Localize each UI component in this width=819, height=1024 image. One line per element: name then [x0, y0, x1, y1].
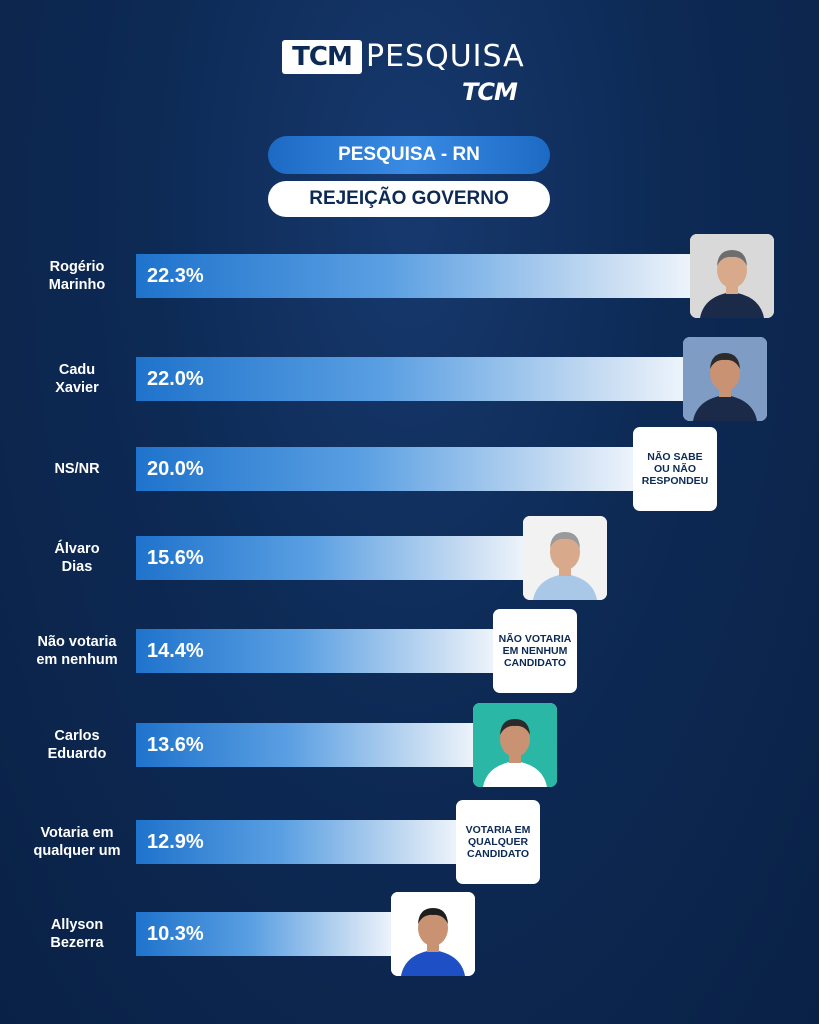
category-description-line: VOTARIA EM: [465, 824, 531, 836]
bar-value-label: 14.4%: [147, 640, 204, 662]
category-description-line: OU NÃO: [653, 463, 696, 475]
category-description-text: NÃO SABE OU NÃO RESPONDEU: [642, 451, 709, 487]
bar: 12.9%: [136, 820, 458, 864]
bar: 10.3%: [136, 912, 393, 956]
survey-region-pill: PESQUISA - RN: [268, 136, 550, 174]
candidate-photo: [690, 234, 774, 318]
chart-title-pill: REJEIÇÃO GOVERNO: [268, 181, 550, 217]
category-label-line: qualquer um: [33, 843, 121, 859]
bar: 22.3%: [136, 254, 692, 298]
category-label-line: Marinho: [48, 277, 106, 293]
category-description-text: NÃO VOTARIA EM NENHUM CANDIDATO: [499, 633, 572, 669]
category-description-card: VOTARIA EM QUALQUER CANDIDATO: [456, 800, 540, 884]
bar-value-label: 12.9%: [147, 831, 204, 853]
category-label-line: Allyson: [50, 917, 104, 933]
category-label-line: Carlos: [54, 728, 100, 744]
bar: 14.4%: [136, 629, 495, 673]
bar-value-label: 20.0%: [147, 458, 204, 480]
category-description-line: NÃO SABE: [647, 451, 703, 463]
person-portrait-icon: [690, 234, 774, 318]
bar-value-label: 10.3%: [147, 923, 204, 945]
tcm-pesquisa-logo: TCM PESQUISA TCM: [282, 38, 552, 108]
logo-pesquisa-text: PESQUISA: [366, 39, 525, 74]
candidate-photo: [683, 337, 767, 421]
logo-tcm-box: TCM: [282, 40, 362, 74]
category-label: Allyson Bezerra: [18, 916, 136, 952]
category-description-card: NÃO VOTARIA EM NENHUM CANDIDATO: [493, 609, 577, 693]
category-label-line: Bezerra: [50, 935, 104, 951]
category-label: Carlos Eduardo: [18, 727, 136, 763]
category-description-line: EM NENHUM: [502, 645, 568, 657]
bar-value-label: 22.3%: [147, 265, 204, 287]
category-label: Votaria em qualquer um: [18, 824, 136, 860]
person-portrait-icon: [523, 516, 607, 600]
category-label-line: em nenhum: [36, 652, 118, 668]
category-label: Cadu Xavier: [18, 361, 136, 397]
person-portrait-icon: [391, 892, 475, 976]
category-description-line: RESPONDEU: [641, 475, 709, 487]
category-label-line: Álvaro: [54, 541, 100, 557]
category-label: Não votaria em nenhum: [18, 633, 136, 669]
category-description-text: VOTARIA EM QUALQUER CANDIDATO: [466, 824, 531, 860]
category-label-line: NS/NR: [54, 461, 100, 477]
category-label: Álvaro Dias: [18, 540, 136, 576]
bar: 13.6%: [136, 723, 475, 767]
category-label: Rogério Marinho: [18, 258, 136, 294]
category-description-line: NÃO VOTARIA: [498, 633, 572, 645]
bar-value-label: 13.6%: [147, 734, 204, 756]
category-description-card: NÃO SABE OU NÃO RESPONDEU: [633, 427, 717, 511]
category-description-line: CANDIDATO: [503, 657, 566, 669]
candidate-photo: [391, 892, 475, 976]
category-label: NS/NR: [18, 460, 136, 478]
bar: 15.6%: [136, 536, 525, 580]
candidate-photo: [523, 516, 607, 600]
person-portrait-icon: [473, 703, 557, 787]
category-label-line: Votaria em: [40, 825, 114, 841]
category-label-line: Xavier: [55, 380, 99, 396]
logo-tcm-subtext: TCM: [462, 78, 518, 106]
category-label-line: Dias: [61, 559, 93, 575]
category-label-line: Não votaria: [37, 634, 117, 650]
category-label-line: Eduardo: [47, 746, 107, 762]
category-label-line: Cadu: [58, 362, 96, 378]
bar: 22.0%: [136, 357, 685, 401]
candidate-photo: [473, 703, 557, 787]
bar-value-label: 22.0%: [147, 368, 204, 390]
bar: 20.0%: [136, 447, 635, 491]
bar-value-label: 15.6%: [147, 547, 204, 569]
person-portrait-icon: [683, 337, 767, 421]
category-label-line: Rogério: [49, 259, 105, 275]
category-description-line: CANDIDATO: [466, 848, 530, 860]
category-description-line: QUALQUER: [467, 836, 529, 848]
